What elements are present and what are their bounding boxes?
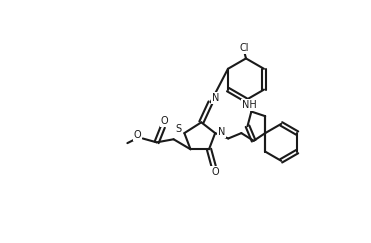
Text: S: S: [175, 124, 181, 134]
Text: N: N: [218, 127, 225, 137]
Text: N: N: [212, 94, 220, 104]
Text: O: O: [134, 130, 141, 140]
Text: O: O: [161, 116, 168, 126]
Text: Cl: Cl: [240, 43, 249, 53]
Text: NH: NH: [242, 100, 257, 110]
Text: O: O: [211, 167, 219, 177]
